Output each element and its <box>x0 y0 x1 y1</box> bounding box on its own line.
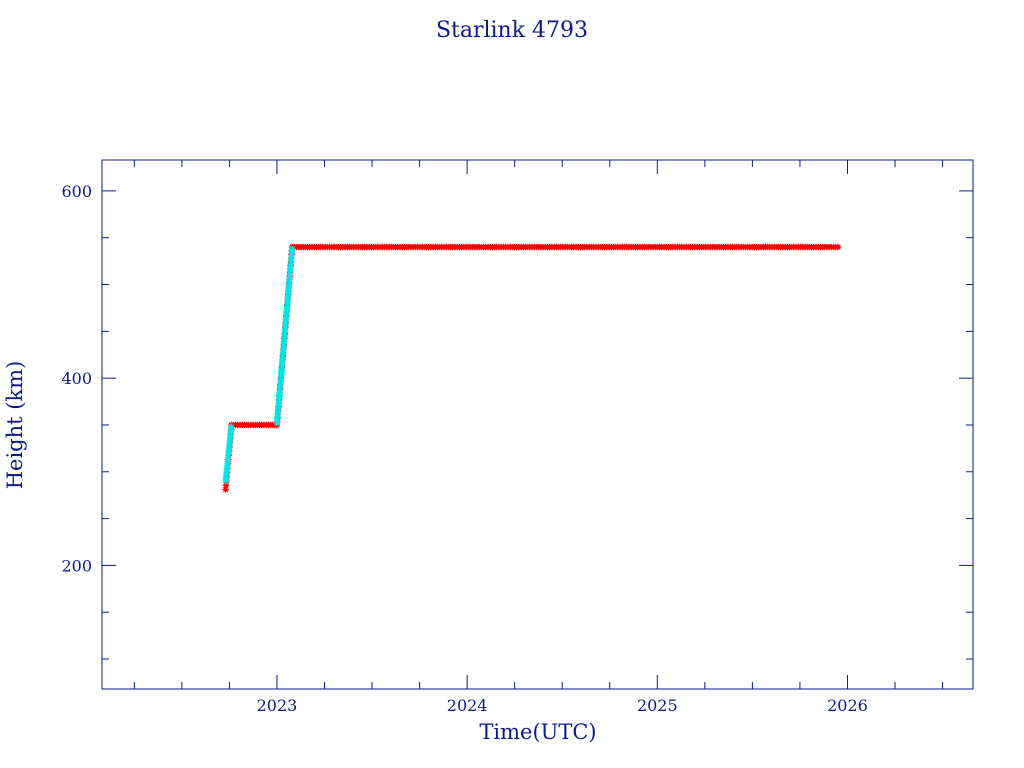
chart-title: Starlink 4793 <box>436 18 588 43</box>
data-point <box>228 423 235 431</box>
x-tick-label: 2023 <box>257 696 298 715</box>
y-tick-label: 600 <box>61 182 92 201</box>
y-tick-label: 400 <box>61 369 92 388</box>
x-tick-label: 2024 <box>447 696 488 715</box>
series-2 <box>222 245 296 485</box>
data-points <box>222 243 842 493</box>
axis-ticks <box>102 160 973 689</box>
data-point <box>222 486 229 493</box>
data-point <box>288 245 296 253</box>
data-point <box>222 482 230 489</box>
y-axis-label: Height (km) <box>3 361 27 490</box>
y-tick-label: 200 <box>61 556 92 575</box>
x-axis-label: Time(UTC) <box>479 720 596 744</box>
data-point <box>834 243 842 251</box>
tick-labels: 2023 2024 2025 2026 200 400 600 <box>61 182 867 715</box>
x-tick-label: 2026 <box>827 696 868 715</box>
x-tick-label: 2025 <box>637 696 678 715</box>
series-1 <box>222 243 842 493</box>
